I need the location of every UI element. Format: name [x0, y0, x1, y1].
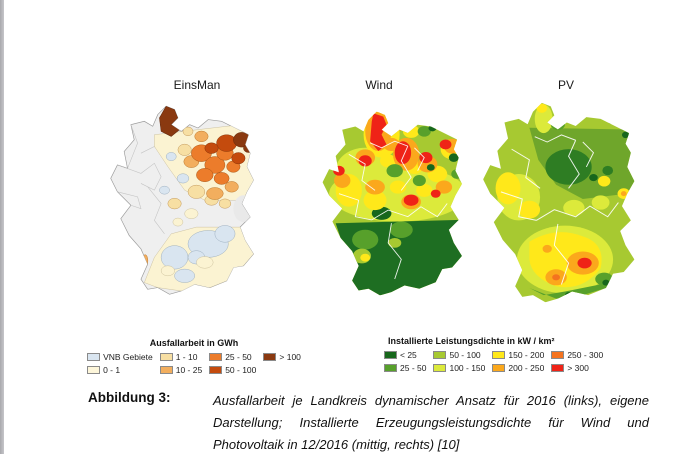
pv-map	[476, 94, 654, 336]
legend-item: 25 - 50	[209, 351, 256, 363]
legend-item: VNB Gebiete	[87, 351, 153, 363]
legend-swatch	[209, 366, 223, 374]
wind-map-title: Wind	[365, 78, 393, 92]
pv-map-title: PV	[557, 78, 575, 92]
legend-swatch	[263, 353, 277, 361]
figure-caption-label: Abbildung 3:	[88, 390, 171, 405]
einsman-map-svg	[110, 105, 254, 295]
legend-label: 250 - 300	[567, 350, 604, 360]
legend-label: 100 - 150	[449, 363, 486, 373]
legend-swatch	[492, 364, 506, 372]
legend-label: 1 - 10	[175, 352, 198, 362]
einsman-map-title: EinsMan	[173, 78, 221, 92]
legend-label: < 25	[400, 350, 417, 360]
einsman-legend-title: Ausfallarbeit in GWh	[149, 338, 239, 348]
legend-item: < 25	[384, 349, 426, 361]
legend-item: 100 - 150	[433, 362, 485, 374]
legend-item: 200 - 250	[492, 362, 544, 374]
legend-swatch	[551, 364, 565, 372]
einsman-map	[104, 94, 272, 330]
legend-item: 150 - 200	[492, 349, 544, 361]
density-legend-grid: < 25 25 - 50 50 - 100 100 - 150 150 - 20…	[384, 349, 620, 374]
legend-label: 25 - 50	[400, 363, 427, 373]
density-legend-title: Installierte Leistungsdichte in kW / km²	[388, 336, 555, 346]
legend-swatch	[492, 351, 506, 359]
legend-swatch	[209, 353, 223, 361]
legend-swatch	[433, 364, 447, 372]
page-edge-strip	[0, 0, 4, 454]
legend-swatch	[433, 351, 447, 359]
legend-swatch	[384, 364, 397, 372]
legend-label: 50 - 100	[225, 365, 257, 375]
wind-map	[316, 94, 480, 336]
legend-label: 0 - 1	[103, 365, 121, 375]
legend-item: 50 - 100	[209, 364, 256, 376]
legend-swatch	[87, 366, 101, 374]
legend-label: 150 - 200	[508, 350, 545, 360]
wind-map-svg	[322, 111, 462, 296]
legend-item: > 100	[263, 351, 301, 363]
legend-label: 50 - 100	[449, 350, 481, 360]
einsman-legend: Ausfallarbeit in GWh VNB Gebiete 0 - 1 1…	[87, 338, 301, 376]
legend-item: 10 - 25	[159, 364, 203, 376]
legend-swatch	[384, 351, 397, 359]
legend-swatch	[159, 353, 173, 361]
legend-label: 200 - 250	[508, 363, 545, 373]
legend-item: 1 - 10	[159, 351, 202, 363]
legend-item: 50 - 100	[433, 349, 485, 361]
einsman-legend-grid: VNB Gebiete 0 - 1 1 - 10 10 - 25 25 - 50…	[87, 351, 301, 376]
pv-map-svg	[483, 102, 635, 303]
density-legend: Installierte Leistungsdichte in kW / km²…	[384, 336, 620, 374]
legend-item: 25 - 50	[384, 362, 426, 374]
legend-item: > 300	[551, 362, 603, 374]
legend-label: 10 - 25	[175, 365, 203, 375]
legend-swatch	[159, 366, 173, 374]
legend-label: 25 - 50	[225, 352, 252, 362]
legend-item: 250 - 300	[551, 349, 603, 361]
legend-item: 0 - 1	[87, 364, 153, 376]
legend-swatch	[87, 353, 101, 361]
legend-swatch	[551, 351, 565, 359]
figure-caption-text: Ausfallarbeit je Landkreis dynamischer A…	[213, 393, 649, 452]
legend-label: > 300	[567, 363, 589, 373]
legend-label: VNB Gebiete	[103, 352, 153, 362]
legend-label: > 100	[279, 352, 301, 362]
